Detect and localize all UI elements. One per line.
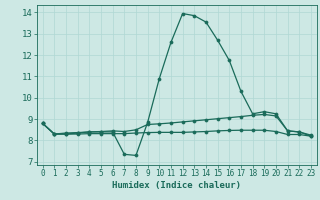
X-axis label: Humidex (Indice chaleur): Humidex (Indice chaleur) xyxy=(112,181,241,190)
